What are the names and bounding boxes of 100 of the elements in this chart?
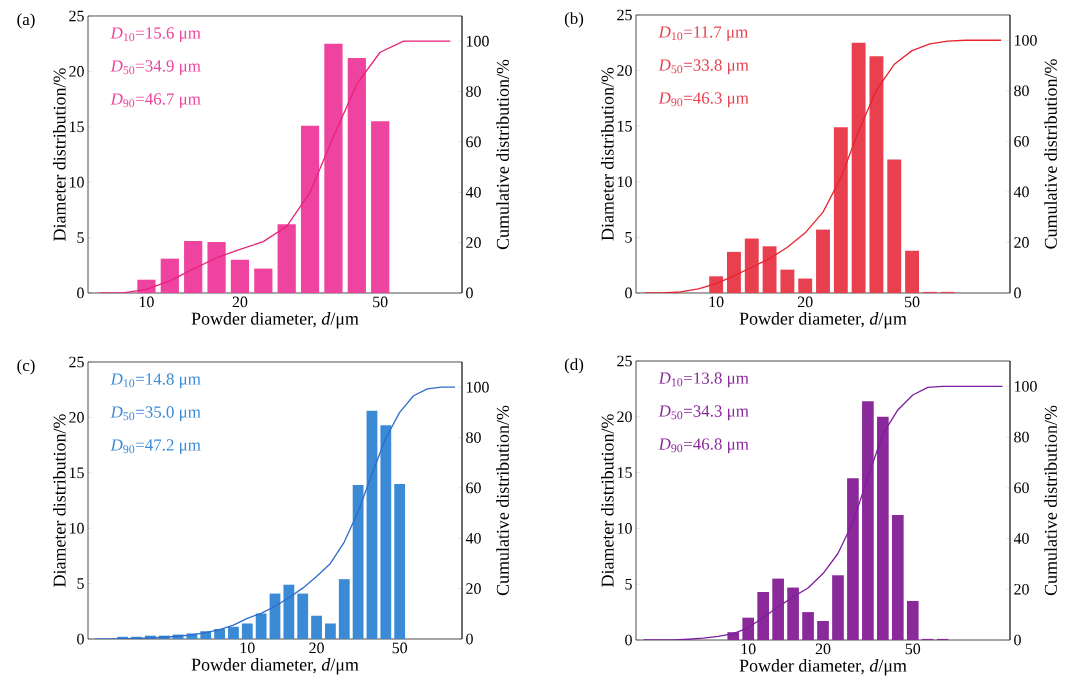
y2-tick-label: 20 [466,583,481,595]
annotation: D$_{10}$=13.8 μm [658,372,749,388]
y-tick-label: 15 [617,467,632,478]
y2-axis-title: Cumulative distribution/% [496,59,509,250]
bar [798,278,813,293]
bar [709,276,724,293]
bar [297,593,309,639]
y2-tick-label: 60 [1014,482,1029,494]
y2-axis-title: Cumulative distribution/% [496,405,509,596]
bar [802,612,814,640]
y-tick-label: 5 [77,578,84,589]
y2-tick-label: 100 [466,35,489,47]
annotation: D$_{10}$=14.8 μm [110,373,201,389]
bar [847,478,859,640]
bar [255,613,267,639]
y-tick-label: 5 [625,578,632,590]
bar [324,43,343,293]
x-tick-label: 20 [815,643,831,655]
y-axis-title: Diameter distribution/% [601,414,614,587]
annotation: D$_{50}$=34.9 μm [110,60,201,76]
bar [762,246,777,293]
y2-tick-label: 60 [466,482,481,494]
bar [833,127,848,293]
y-tick-label: 25 [69,356,84,368]
y2-tick-label: 80 [466,86,481,97]
annotation: D$_{10}$=15.6 μm [110,27,201,43]
annotation: D$_{90}$=46.7 μm [110,93,201,109]
y-tick-label: 25 [69,10,84,22]
x-tick-label: 20 [797,296,813,308]
bar [184,240,203,293]
bar [817,621,829,640]
y2-tick-label: 80 [1014,85,1029,97]
bar [887,159,902,293]
y2-tick-label: 80 [1014,431,1029,443]
bar [230,259,250,293]
bar [338,579,350,639]
y-tick-label: 10 [69,176,84,188]
annotation: D$_{90}$=47.2 μm [110,439,201,455]
x-tick-label: 10 [741,643,756,655]
y-tick-label: 5 [77,232,84,243]
x-axis-title: Powder diameter, d/μm [739,312,907,329]
bar [869,56,884,293]
y-tick-label: 0 [77,287,84,299]
chart-title: (a) [17,13,35,29]
bar [347,58,366,293]
y2-tick-label: 60 [1014,135,1029,147]
y-tick-label: 20 [69,66,84,77]
x-tick-label: 10 [240,642,255,654]
x-axis-title: Powder diameter, d/μm [191,658,359,675]
y2-tick-label: 0 [1014,287,1021,299]
bar [283,584,295,639]
chart-title: (d) [564,358,584,374]
x-tick-label: 50 [905,296,920,308]
y-tick-label: 25 [617,355,632,367]
y2-axis-title: Cumulative distribution/% [1044,59,1057,249]
y2-tick-label: 40 [1013,533,1029,544]
annotation: D$_{50}$=34.3 μm [658,405,749,421]
bar [832,575,844,640]
bar [905,250,919,293]
y2-tick-label: 0 [466,287,473,299]
bar [851,42,866,293]
bar [300,125,320,293]
bar [742,617,755,640]
y2-tick-label: 0 [1014,634,1021,646]
x-tick-label: 10 [709,296,724,308]
y-tick-label: 15 [69,121,84,133]
y-tick-label: 10 [69,522,84,534]
bar [277,224,296,293]
bar [891,515,904,640]
bar [862,401,874,640]
y2-tick-label: 100 [466,381,489,393]
bar [727,251,741,293]
y-tick-label: 0 [625,634,632,646]
y-axis-title: Diameter distribution/% [53,414,66,587]
y-tick-label: 0 [77,633,84,645]
y-tick-label: 20 [617,65,632,76]
x-tick-label: 20 [232,296,248,308]
y-tick-label: 10 [617,176,632,188]
x-axis-title: Powder diameter, d/μm [739,659,907,676]
bar [325,623,336,639]
y2-tick-label: 40 [465,532,481,544]
y-tick-label: 25 [617,9,632,21]
y-tick-label: 15 [69,467,84,479]
bar [207,242,226,293]
x-tick-label: 20 [309,642,324,654]
bar [380,425,392,639]
bar [160,258,179,293]
annotation: D$_{90}$=46.8 μm [658,438,749,454]
x-axis-title: Powder diameter, d/μm [191,312,359,329]
y2-tick-label: 20 [1014,583,1029,595]
y-tick-label: 20 [69,412,84,423]
bar [757,592,769,640]
annotation: D$_{90}$=46.3 μm [658,92,749,108]
y2-tick-label: 60 [466,136,481,148]
bar [780,269,795,293]
y2-axis-title: Cumulative distribution/% [1044,405,1057,596]
y2-tick-label: 100 [1014,34,1037,46]
bar [228,626,239,639]
x-tick-label: 50 [392,642,408,654]
y-axis-title: Diameter distribution/% [53,68,66,241]
